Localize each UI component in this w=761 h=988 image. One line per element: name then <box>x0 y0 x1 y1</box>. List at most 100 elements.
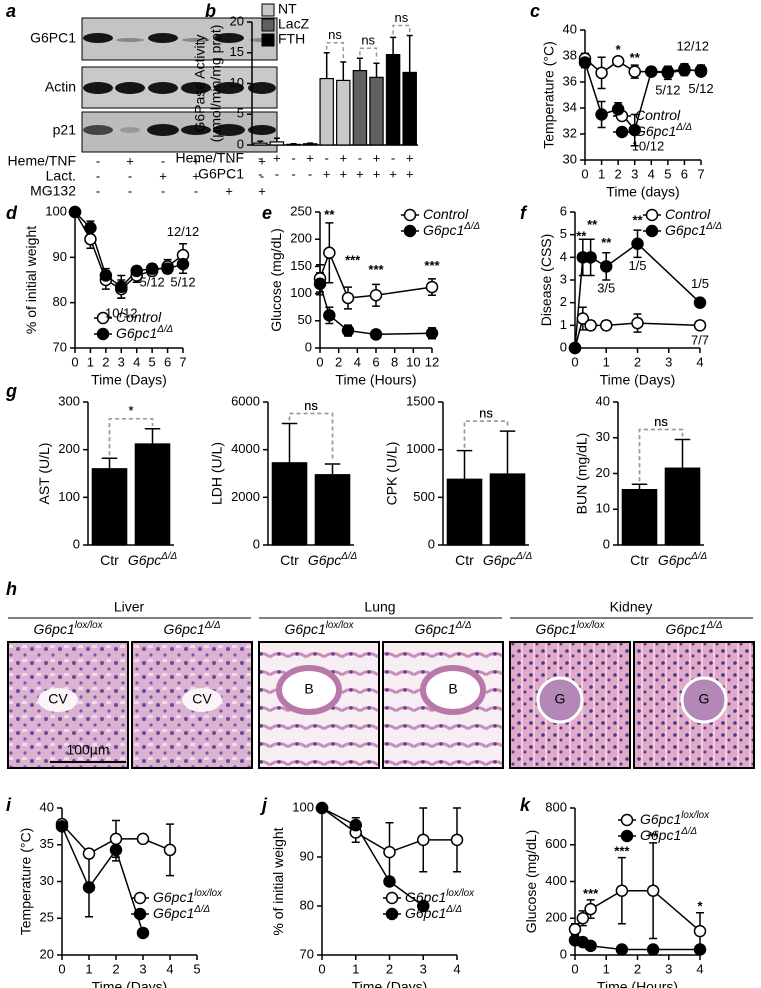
marker <box>136 926 150 940</box>
bar <box>302 143 318 146</box>
x-row-sign: - <box>358 150 362 165</box>
genotype-label: G6pc1Δ/Δ <box>414 620 471 637</box>
marker <box>55 820 69 833</box>
x-row-sign: + <box>340 166 348 181</box>
marker <box>99 269 113 282</box>
marker <box>694 65 708 78</box>
superscript: lox/lox <box>577 620 606 631</box>
text-part: Ctr <box>630 552 649 568</box>
x-tick-label: 4 <box>648 166 655 181</box>
condition-sign: - <box>227 168 231 183</box>
text-part: Ctr <box>100 552 119 568</box>
annotation: ** <box>630 50 641 65</box>
y-axis-label: (µmol/min/mg prot) <box>208 25 224 143</box>
marker <box>383 845 396 859</box>
glomerulus <box>680 676 728 724</box>
legend-label: G6pc1Δ/Δ <box>635 122 692 139</box>
annotation: 1/5 <box>628 258 646 273</box>
blot-panel <box>81 111 278 153</box>
annotation: 3/5 <box>597 281 615 296</box>
marker <box>646 884 660 897</box>
x-tick-label: Ctr <box>455 552 474 568</box>
x-tick-label: 7 <box>179 354 186 369</box>
legend-label: G6pc1Δ/Δ <box>116 324 173 341</box>
x-tick-label: 4 <box>354 354 361 369</box>
y-tick-label: 20 <box>596 465 610 480</box>
x-tick-label: 0 <box>318 961 325 976</box>
error-bar <box>674 438 691 469</box>
annotation: * <box>697 899 703 914</box>
text-part: G6pc1 <box>153 905 194 921</box>
superscript: Δ/Δ <box>463 221 480 232</box>
y-tick-label: 400 <box>545 873 567 888</box>
x-row-sign: - <box>275 166 279 181</box>
marker <box>628 65 641 78</box>
error-bar <box>499 430 516 474</box>
legend-swatch <box>261 33 275 47</box>
bar <box>319 77 334 146</box>
marker <box>611 54 625 68</box>
genotype-label: G6pc1Δ/Δ <box>665 620 722 637</box>
marker <box>109 843 123 857</box>
x-tick-label: 4 <box>696 354 703 369</box>
y-axis-label: BUN (mg/dL) <box>574 433 590 515</box>
y-axis-label: LDH (U/L) <box>209 442 225 505</box>
annotation: 5/12 <box>655 83 680 98</box>
organ-label: Kidney <box>610 599 653 615</box>
legend-marker <box>133 907 147 921</box>
condition-sign: + <box>258 153 266 168</box>
panel-label: a <box>6 1 16 21</box>
x-tick-label: Ctr <box>280 552 299 568</box>
x-tick-label: 3 <box>118 354 125 369</box>
marker <box>425 280 439 294</box>
y-axis-label: % of initial weight <box>23 226 39 334</box>
y-tick-label: 30 <box>563 151 577 166</box>
line <box>321 807 424 907</box>
x-tick-label: 3 <box>139 961 146 976</box>
y-tick-label: 70 <box>300 946 314 961</box>
y-tick-label: 5 <box>560 226 567 241</box>
annotation: ** <box>601 235 612 250</box>
error-bar <box>340 61 347 81</box>
y-tick-label: 5 <box>237 106 244 121</box>
marker <box>417 833 430 847</box>
marker <box>82 881 96 894</box>
text-part: G6pc1 <box>640 827 681 843</box>
bar <box>369 76 384 146</box>
x-row-label: Heme/TNF <box>176 150 244 166</box>
text-part: Control <box>116 309 162 325</box>
text-part: Control <box>635 107 681 123</box>
condition-sign: - <box>194 183 198 198</box>
legend-label: Control <box>116 309 162 325</box>
marker <box>349 818 362 832</box>
text-part: G6pc1 <box>284 621 325 637</box>
bronchiole <box>420 665 486 715</box>
marker <box>176 257 190 271</box>
blot-panel <box>81 66 278 109</box>
y-tick-label: 70 <box>53 339 67 354</box>
bar <box>664 467 701 546</box>
structure-label: B <box>448 681 457 697</box>
text-part: G6pc1 <box>665 222 706 238</box>
marker <box>645 65 658 78</box>
error-bar <box>257 140 264 144</box>
marker <box>584 251 597 264</box>
x-tick-label: G6pcΔ/Δ <box>128 551 177 568</box>
legend-marker <box>385 907 399 921</box>
y-tick-label: 0 <box>560 946 567 961</box>
marker <box>568 341 582 355</box>
marker <box>136 832 150 846</box>
x-row-sign: - <box>308 166 312 181</box>
panel-label: j <box>260 795 268 815</box>
significance-bracket <box>288 412 334 461</box>
x-tick-label: 2 <box>634 354 641 369</box>
annotation: ** <box>648 829 659 844</box>
bar <box>253 142 268 146</box>
significance-bracket <box>463 420 509 448</box>
y-axis-label: G6Pase Activity <box>192 34 208 132</box>
y-tick-label: 100 <box>45 203 67 218</box>
superscript: Δ/Δ <box>706 620 723 631</box>
marker <box>615 943 629 956</box>
